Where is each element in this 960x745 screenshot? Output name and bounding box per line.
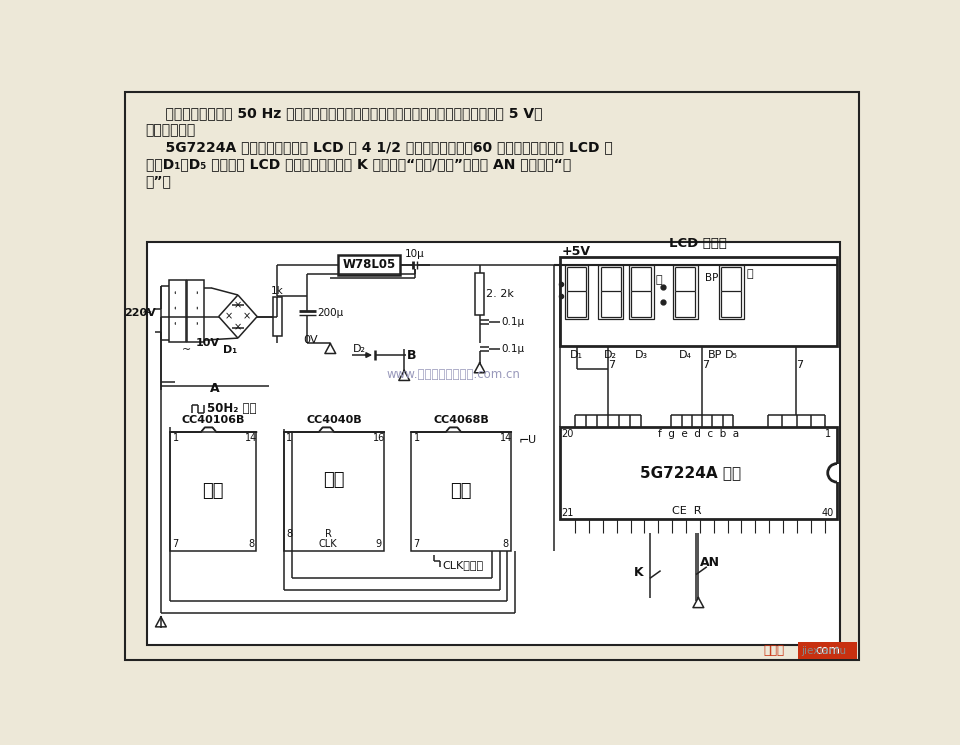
Text: 1k: 1k <box>271 286 283 297</box>
Text: W78L05: W78L05 <box>342 259 396 271</box>
Text: 0.1μ: 0.1μ <box>501 317 524 327</box>
Text: ×: × <box>243 311 252 322</box>
Text: 40: 40 <box>822 508 834 518</box>
Text: 电流数毫安。: 电流数毫安。 <box>146 123 196 137</box>
Text: 分频: 分频 <box>324 471 345 489</box>
Text: ~: ~ <box>142 306 153 319</box>
Bar <box>719 265 744 319</box>
Text: com: com <box>815 644 840 657</box>
Bar <box>170 432 256 551</box>
Text: 7: 7 <box>703 360 709 370</box>
Text: 1: 1 <box>173 433 179 443</box>
Text: 8: 8 <box>503 539 509 549</box>
Bar <box>560 257 837 346</box>
Bar <box>411 432 512 551</box>
Text: www.世赛科技有限公司.com.cn: www.世赛科技有限公司.com.cn <box>387 368 520 381</box>
Bar <box>799 642 857 659</box>
Text: CC4068B: CC4068B <box>433 415 489 425</box>
Text: f  g  e  d  c  b  a: f g e d c b a <box>658 429 739 440</box>
Text: 该计时器由电源兼 50 Hz 方波发生器、分频电路、计时显示器三部分构成。工作电压 5 V，: 该计时器由电源兼 50 Hz 方波发生器、分频电路、计时显示器三部分构成。工作电… <box>146 107 542 121</box>
Text: 7: 7 <box>173 539 179 549</box>
Text: D₄: D₄ <box>679 350 692 361</box>
Text: 200μ: 200μ <box>317 308 344 317</box>
Text: CLK（分）: CLK（分） <box>442 560 483 570</box>
Text: ⌐: ⌐ <box>519 434 530 446</box>
Text: jiexiantu: jiexiantu <box>801 646 846 656</box>
Text: 反馈: 反馈 <box>450 482 472 501</box>
Text: CC40106B: CC40106B <box>181 415 245 425</box>
Text: K: K <box>634 566 644 580</box>
Bar <box>835 463 839 482</box>
Text: 7: 7 <box>414 539 420 549</box>
Text: 220V: 220V <box>125 308 156 317</box>
Text: 0.1μ: 0.1μ <box>501 344 524 354</box>
Text: D₅: D₅ <box>725 350 738 361</box>
Bar <box>338 255 399 275</box>
Text: 时: 时 <box>656 276 661 285</box>
Text: D₂: D₂ <box>353 344 366 354</box>
Text: D₃: D₃ <box>635 350 648 361</box>
Text: 5G7224A 计时: 5G7224A 计时 <box>640 466 741 481</box>
Text: 2. 2k: 2. 2k <box>486 289 514 299</box>
Text: 1: 1 <box>286 433 293 443</box>
Text: LCD 显示器: LCD 显示器 <box>669 237 728 250</box>
Text: AN: AN <box>700 557 720 569</box>
Bar <box>187 280 204 342</box>
Text: 1: 1 <box>825 429 830 440</box>
Text: 0V: 0V <box>303 335 318 345</box>
Text: 10V: 10V <box>196 338 220 349</box>
Text: 14: 14 <box>500 433 512 443</box>
Text: 7: 7 <box>608 360 615 370</box>
Bar <box>673 265 698 319</box>
Text: BP: BP <box>708 350 723 361</box>
Bar <box>147 242 840 645</box>
Text: ~: ~ <box>181 345 191 355</box>
Bar <box>629 265 654 319</box>
Text: 7: 7 <box>797 360 804 370</box>
Text: 8: 8 <box>286 530 293 539</box>
Text: ×: × <box>234 301 242 311</box>
Bar <box>284 432 384 551</box>
Text: CC4040B: CC4040B <box>306 415 362 425</box>
Text: 14: 14 <box>245 433 257 443</box>
Text: 21: 21 <box>562 508 574 518</box>
Text: 1: 1 <box>414 433 420 443</box>
Text: 整形: 整形 <box>203 482 224 501</box>
Text: R: R <box>324 530 331 539</box>
Text: CLK: CLK <box>319 539 337 549</box>
Bar <box>598 265 623 319</box>
Text: 零”。: 零”。 <box>146 174 172 188</box>
Text: 16: 16 <box>372 433 385 443</box>
Text: U: U <box>528 435 537 445</box>
Text: 20: 20 <box>562 429 574 440</box>
Text: ×: × <box>234 323 242 332</box>
Text: 10μ: 10μ <box>405 249 425 259</box>
Text: ×: × <box>225 311 232 322</box>
Bar <box>273 297 282 336</box>
Text: CE  R̄: CE R̄ <box>672 507 702 516</box>
Text: A: A <box>210 381 220 395</box>
Text: 用。D₁～D₅ 表示各位 LCD 的驱动线组。开关 K 用于控制“计时/暂停”；开关 AN 用于控制“清: 用。D₁～D₅ 表示各位 LCD 的驱动线组。开关 K 用于控制“计时/暂停”；… <box>146 157 571 171</box>
Text: 9: 9 <box>375 539 382 549</box>
Text: D₁: D₁ <box>223 345 237 355</box>
Bar <box>560 427 837 519</box>
Text: 接线图: 接线图 <box>763 644 784 657</box>
Text: BP: BP <box>705 273 718 282</box>
Bar <box>169 280 185 342</box>
Bar <box>475 273 484 315</box>
Text: B: B <box>407 349 417 361</box>
Text: 50H₂ 方波: 50H₂ 方波 <box>207 402 256 416</box>
Bar <box>565 265 588 319</box>
Text: D₂: D₂ <box>604 350 617 361</box>
Text: D₁: D₁ <box>570 350 583 361</box>
Text: 8: 8 <box>248 539 254 549</box>
Text: 分: 分 <box>746 269 753 279</box>
Text: 5G7224A 是驱动液晶显示器 LCD 的 4 1/2 位全译码计数器，60 进制，可直接连接 LCD 使: 5G7224A 是驱动液晶显示器 LCD 的 4 1/2 位全译码计数器，60 … <box>146 140 612 154</box>
Text: +5V: +5V <box>562 244 590 258</box>
